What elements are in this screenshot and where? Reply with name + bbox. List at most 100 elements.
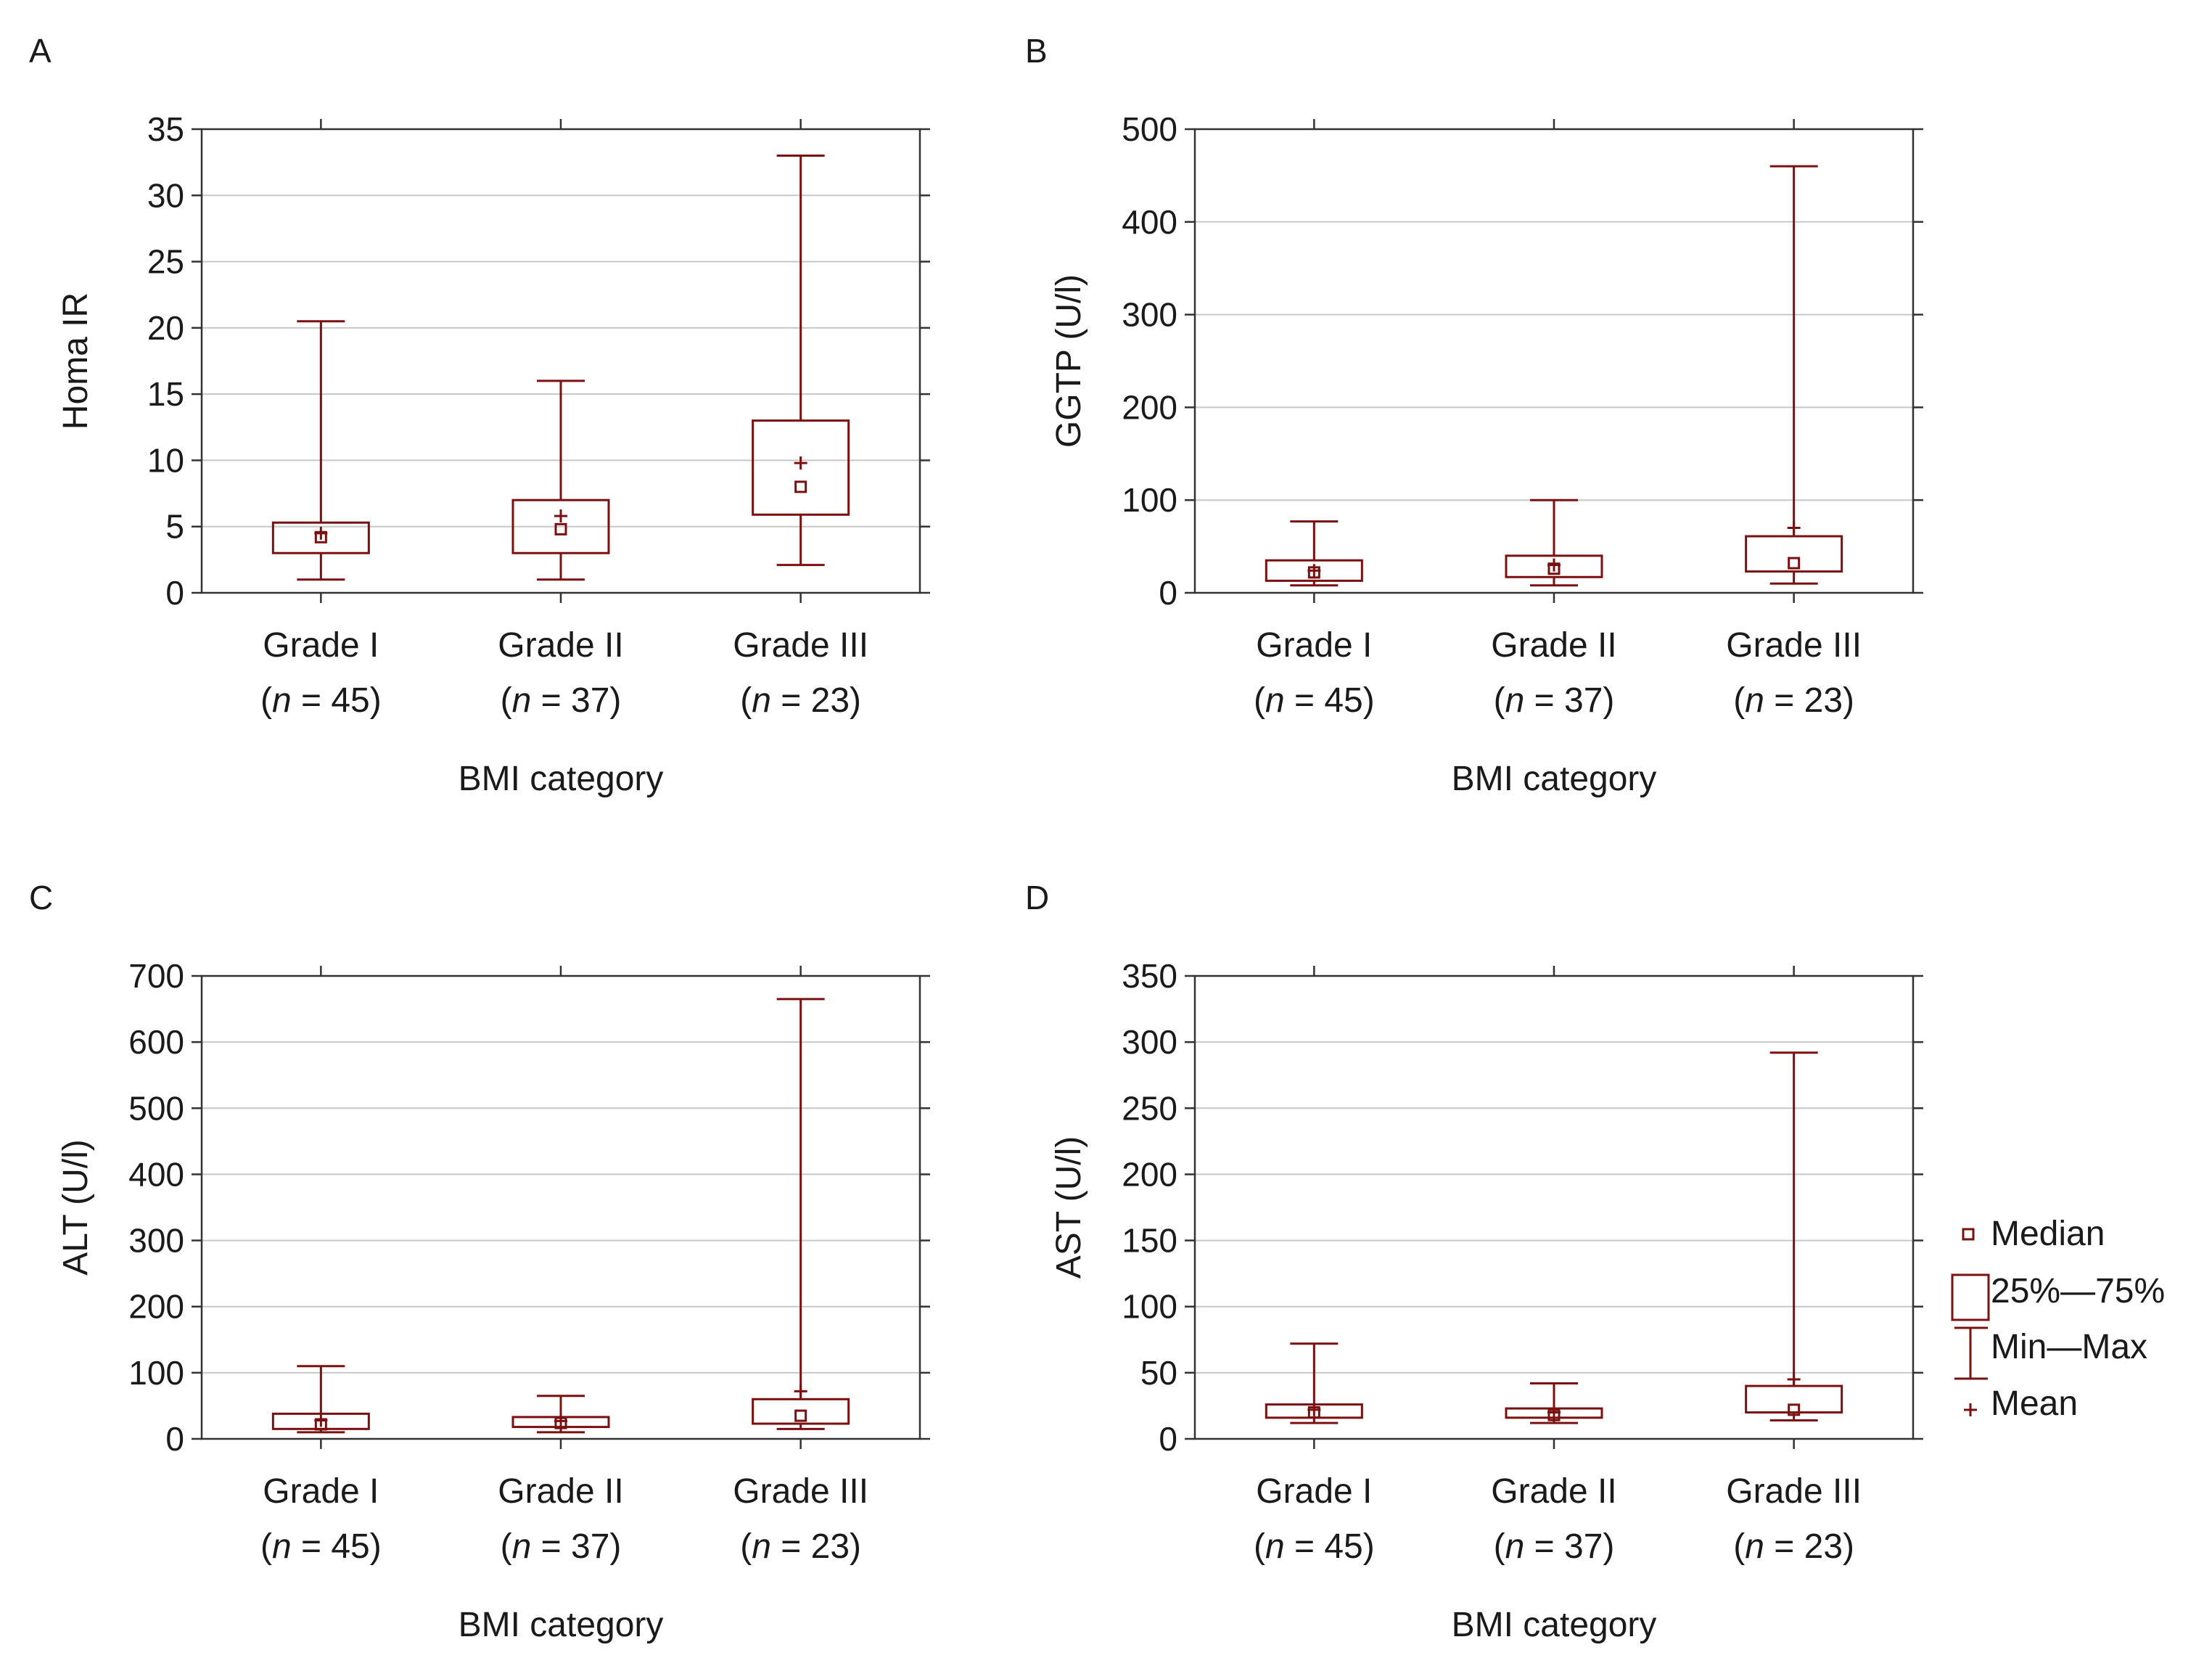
box-2 xyxy=(752,998,850,1430)
box-0 xyxy=(1265,520,1363,587)
y-tick-label: 700 xyxy=(128,957,184,995)
box-1 xyxy=(511,1395,610,1434)
category-n-label: (n = 23) xyxy=(740,1527,861,1566)
iqr-box xyxy=(1745,1384,1843,1414)
y-tick-label: 600 xyxy=(128,1023,184,1061)
y-tick-label: 200 xyxy=(128,1288,184,1326)
panel-a: A 0 5 10 15 20 25 30 35 Homa IR Grade I (n = 45) Gra… xyxy=(29,32,930,798)
y-axis-label: ALT (U/l) xyxy=(57,1139,95,1276)
y-tick-label: 300 xyxy=(1122,1023,1177,1061)
category-label: Grade III xyxy=(733,1472,868,1511)
y-tick-label: 15 xyxy=(147,375,184,413)
box-2 xyxy=(1745,165,1843,585)
category-n-label: (n = 23) xyxy=(1733,1527,1854,1566)
plot-frame xyxy=(200,974,921,1440)
category-n-label: (n = 37) xyxy=(501,681,622,720)
y-tick-label: 200 xyxy=(1122,1155,1177,1193)
legend-range-label: Min—Max xyxy=(1991,1328,2147,1366)
y-axis-label: GGTP (U/l) xyxy=(1050,274,1088,448)
iqr-box xyxy=(271,521,370,554)
box-0 xyxy=(271,1365,370,1434)
y-tick-label: 300 xyxy=(1122,296,1177,334)
y-tick-label: 300 xyxy=(128,1222,184,1260)
x-axis-label: BMI category xyxy=(1452,760,1657,798)
iqr-box xyxy=(511,498,610,554)
legend-mean-label: Mean xyxy=(1991,1384,2078,1423)
y-tick-label: 30 xyxy=(147,176,184,214)
panel-letter: D xyxy=(1025,879,1049,916)
iqr-box xyxy=(1505,554,1603,578)
legend-median-swatch xyxy=(1962,1228,1975,1241)
category-label: Grade I xyxy=(1256,1472,1372,1511)
category-n-label: (n = 45) xyxy=(1254,681,1375,720)
x-axis-label: BMI category xyxy=(1452,1606,1657,1644)
y-tick-label: 150 xyxy=(1122,1222,1177,1260)
y-tick-label: 50 xyxy=(1140,1354,1177,1392)
y-tick-label: 20 xyxy=(147,309,184,347)
plot-frame xyxy=(1193,974,1915,1440)
x-axis-label: BMI category xyxy=(459,760,664,798)
y-tick-label: 350 xyxy=(1122,957,1177,995)
y-tick-label: 400 xyxy=(1122,203,1177,241)
category-n-label: (n = 23) xyxy=(1733,681,1854,720)
category-label: Grade I xyxy=(263,626,379,665)
y-tick-label: 5 xyxy=(165,508,184,546)
category-label: Grade III xyxy=(1726,1472,1862,1511)
y-tick-label: 0 xyxy=(1159,1420,1177,1458)
y-tick-label: 500 xyxy=(128,1089,184,1127)
panel-b: B 0 100 200 300 400 500 GGTP (U/l) Grade I (n = 4… xyxy=(1025,32,1923,798)
legend: Median 25%—75% Min—Max Mean xyxy=(1951,1215,2165,1423)
y-tick-label: 400 xyxy=(128,1155,184,1193)
panel-letter: C xyxy=(29,879,53,916)
legend-iqr-swatch xyxy=(1951,1273,1990,1321)
category-n-label: (n = 23) xyxy=(740,681,861,720)
iqr-box xyxy=(1265,559,1363,582)
category-label: Grade III xyxy=(733,626,868,665)
y-tick-label: 0 xyxy=(165,574,184,612)
box-2 xyxy=(1745,1051,1843,1421)
panel-letter: B xyxy=(1025,32,1048,70)
category-label: Grade II xyxy=(498,626,623,665)
median-marker xyxy=(1788,557,1801,570)
box-1 xyxy=(511,379,610,581)
category-label: Grade II xyxy=(1491,626,1616,665)
category-label: Grade III xyxy=(1726,626,1862,665)
y-tick-label: 35 xyxy=(147,110,184,148)
panel-c: C 0 100 200 300 400 500 600 700 ALT (U/l) Grade I (… xyxy=(29,879,930,1644)
y-tick-label: 100 xyxy=(1122,1288,1177,1326)
y-tick-label: 200 xyxy=(1122,388,1177,426)
y-axis-label: AST (U/l) xyxy=(1050,1136,1088,1279)
median-marker xyxy=(794,480,807,493)
panel-letter: A xyxy=(29,32,52,70)
y-tick-label: 500 xyxy=(1122,110,1177,148)
y-tick-label: 250 xyxy=(1122,1089,1177,1127)
median-marker xyxy=(554,522,567,535)
median-marker xyxy=(1788,1403,1801,1416)
category-label: Grade I xyxy=(1256,626,1372,665)
category-label: Grade I xyxy=(263,1472,379,1511)
y-tick-label: 10 xyxy=(147,441,184,479)
iqr-box xyxy=(1745,535,1843,573)
iqr-box xyxy=(752,1398,850,1425)
category-n-label: (n = 37) xyxy=(501,1527,622,1566)
category-n-label: (n = 45) xyxy=(1254,1527,1375,1566)
y-tick-label: 0 xyxy=(1159,574,1177,612)
y-tick-label: 25 xyxy=(147,243,184,281)
x-axis-label: BMI category xyxy=(459,1606,664,1644)
category-n-label: (n = 37) xyxy=(1494,681,1615,720)
y-axis-label: Homa IR xyxy=(57,292,95,430)
box-1 xyxy=(1505,498,1603,587)
category-label: Grade II xyxy=(498,1472,623,1511)
legend-iqr-label: 25%—75% xyxy=(1991,1272,2165,1310)
box-0 xyxy=(1265,1342,1363,1424)
category-n-label: (n = 37) xyxy=(1494,1527,1615,1566)
box-0 xyxy=(271,320,370,581)
category-label: Grade II xyxy=(1491,1472,1616,1511)
panel-d: D 0 50 100 150 200 250 300 350 AST (U/l) Grade I (n… xyxy=(1025,879,1923,1644)
median-marker xyxy=(794,1409,807,1422)
y-tick-label: 100 xyxy=(128,1354,184,1392)
category-n-label: (n = 45) xyxy=(260,1527,382,1566)
box-2 xyxy=(752,155,850,567)
category-n-label: (n = 45) xyxy=(260,681,382,720)
